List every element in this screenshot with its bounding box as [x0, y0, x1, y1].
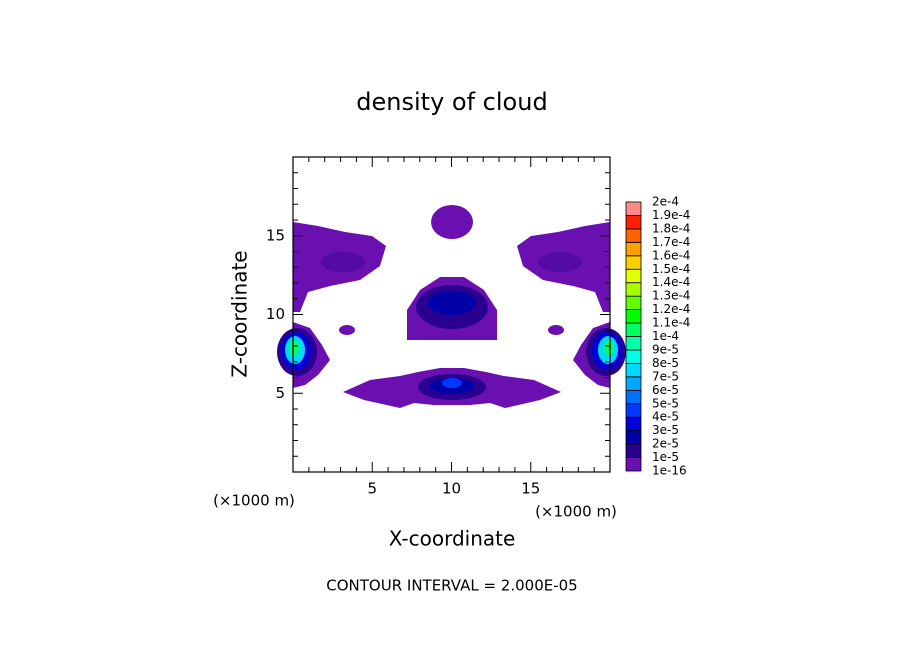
- contour-fill: [548, 325, 564, 335]
- colorbar-label: 1.2e-4: [652, 302, 690, 316]
- contour-fill: [517, 222, 610, 312]
- colorbar-box: [625, 430, 642, 445]
- colorbar-box: [625, 443, 642, 458]
- colorbar-label: 1e-4: [652, 329, 679, 343]
- colorbar-label: 2e-4: [652, 195, 679, 209]
- y-unit: (×1000 m): [213, 492, 295, 510]
- x-tick-label: 5: [367, 480, 377, 498]
- colorbar-label: 5e-5: [652, 396, 679, 410]
- colorbar-label: 1.3e-4: [652, 289, 690, 303]
- contours: [277, 205, 626, 408]
- colorbar-label: 1.5e-4: [652, 262, 690, 276]
- colorbar-box: [625, 376, 642, 391]
- colorbar-box: [625, 309, 642, 324]
- colorbar-box: [625, 241, 642, 257]
- colorbar-box: [625, 228, 642, 243]
- contour-fill: [604, 340, 614, 356]
- colorbar-label: 1e-5: [652, 450, 679, 464]
- x-tick-label: 15: [521, 480, 540, 498]
- colorbar-box: [625, 403, 642, 418]
- colorbar-label: 1.7e-4: [652, 235, 690, 249]
- colorbar-box: [625, 322, 642, 337]
- colorbar-label: 9e-5: [652, 342, 679, 356]
- contour-fill: [289, 340, 299, 356]
- y-tick-label: 5: [275, 384, 285, 402]
- colorbar-box: [625, 457, 642, 472]
- chart-title: density of cloud: [356, 88, 547, 116]
- contour-fill: [428, 291, 476, 315]
- colorbar-box: [625, 336, 642, 351]
- colorbar-label: 3e-5: [652, 423, 679, 437]
- colorbar-label: 6e-5: [652, 383, 679, 397]
- colorbar-label: 1.1e-4: [652, 316, 690, 330]
- colorbar-label: 4e-5: [652, 410, 679, 424]
- contour-interval: CONTOUR INTERVAL = 2.000E-05: [326, 577, 577, 595]
- x-unit: (×1000 m): [535, 503, 617, 521]
- colorbar-label: 1.4e-4: [652, 275, 690, 289]
- contour-fill: [321, 252, 365, 272]
- colorbar-box: [625, 201, 642, 216]
- colorbar-box: [625, 349, 642, 364]
- colorbar-label: 1.8e-4: [652, 221, 690, 235]
- x-tick-label: 10: [442, 480, 461, 498]
- colorbar-box: [625, 416, 642, 432]
- colorbar-box: [625, 295, 642, 310]
- colorbar-label: 7e-5: [652, 369, 679, 383]
- colorbar-label: 2e-5: [652, 437, 679, 451]
- contour-fill: [293, 222, 386, 312]
- colorbar-label: 8e-5: [652, 356, 679, 370]
- contour-fill: [339, 325, 355, 335]
- y-axis-label: Z-coordinate: [228, 250, 252, 377]
- colorbar-box: [625, 215, 642, 230]
- x-axis-label: X-coordinate: [389, 527, 516, 551]
- colorbar-label: 1.6e-4: [652, 248, 690, 262]
- contour-fill: [431, 205, 473, 239]
- colorbar-label: 1.9e-4: [652, 208, 690, 222]
- colorbar-box: [625, 389, 642, 405]
- colorbar-box: [625, 255, 642, 270]
- colorbar-label: 1e-16: [652, 464, 687, 478]
- contour-fill: [538, 252, 582, 272]
- colorbar-box: [625, 362, 642, 378]
- y-tick-label: 10: [266, 305, 285, 323]
- y-tick-label: 15: [266, 226, 285, 244]
- contour-fill: [442, 378, 462, 388]
- colorbar-box: [625, 282, 642, 297]
- colorbar-box: [625, 268, 642, 284]
